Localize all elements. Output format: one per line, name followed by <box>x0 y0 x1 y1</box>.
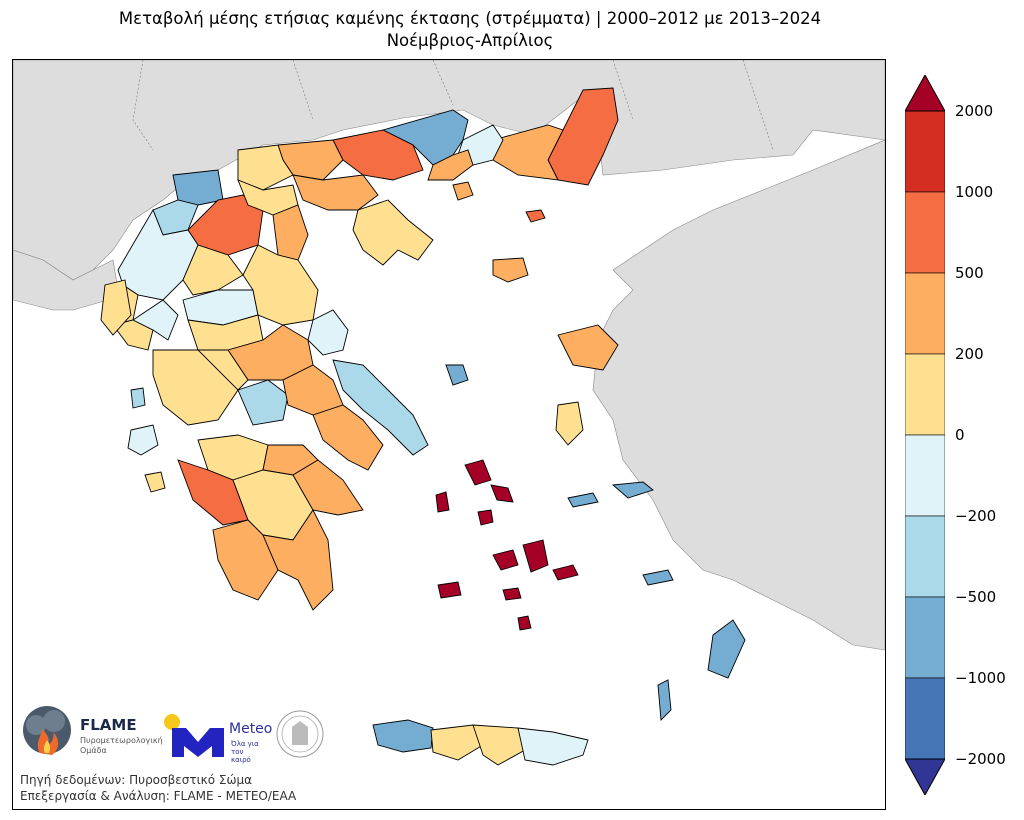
colorbar-bin-5 <box>905 515 945 598</box>
colorbar-bin-3 <box>905 353 945 436</box>
region-lakonia[interactable] <box>262 509 334 611</box>
region-drama[interactable] <box>381 109 469 166</box>
region-amorgos[interactable] <box>552 564 579 581</box>
region-pieria[interactable] <box>272 204 309 261</box>
region-zakynthos[interactable] <box>144 471 166 493</box>
colorbar-bin-1 <box>905 191 945 274</box>
region-ikaria[interactable] <box>567 492 599 508</box>
region-lemnos[interactable] <box>492 257 529 283</box>
neighbour-turkey <box>592 139 885 651</box>
flame-logo-name: FLAME <box>80 716 137 734</box>
region-irakleio[interactable] <box>472 724 526 766</box>
region-thessaloniki[interactable] <box>292 174 379 211</box>
region-serres[interactable] <box>332 129 424 181</box>
region-rethymno[interactable] <box>430 724 484 761</box>
colorbar-boxes <box>905 110 945 760</box>
region-naxos[interactable] <box>522 539 549 573</box>
region-thira[interactable] <box>517 615 532 631</box>
colorbar-tick-label: −2000 <box>955 750 1006 768</box>
regional-units <box>100 87 746 766</box>
eaa-seal-icon <box>276 710 324 758</box>
region-samos[interactable] <box>611 481 654 499</box>
logo-strip <box>23 706 324 758</box>
region-syros[interactable] <box>477 509 494 526</box>
region-paros[interactable] <box>492 549 519 571</box>
region-skyros[interactable] <box>445 364 469 386</box>
region-ios[interactable] <box>502 587 522 601</box>
colorbar-tick-label: 200 <box>955 345 984 363</box>
map-title: Μεταβολή μέσης ετήσιας καμένης έκτασης (… <box>0 8 940 52</box>
region-preveza[interactable] <box>112 319 154 351</box>
colorbar-tick-label: 500 <box>955 264 984 282</box>
region-kefalonia[interactable] <box>127 424 159 456</box>
colorbar-bin-7 <box>905 677 945 760</box>
meteo-logo-subtitle: Όλα για τον καιρό <box>231 740 259 764</box>
neighbour-borders <box>132 60 774 151</box>
region-larisa[interactable] <box>242 244 319 326</box>
region-samothraki[interactable] <box>525 209 546 223</box>
colorbar-bin-0 <box>905 110 945 193</box>
region-attiki[interactable] <box>312 404 384 471</box>
colorbar-tick-label: −200 <box>955 507 997 525</box>
region-chania[interactable] <box>372 719 434 753</box>
region-evros[interactable] <box>547 87 619 186</box>
region-rodopi[interactable] <box>492 124 564 181</box>
region-evrytania[interactable] <box>196 349 249 391</box>
source-line-2: Επεξεργασία & Ανάλυση: FLAME - METEO/EAA <box>20 789 297 803</box>
region-magnesia[interactable] <box>307 309 349 356</box>
region-rodos[interactable] <box>707 619 746 679</box>
region-kos[interactable] <box>642 569 674 586</box>
region-kerkyra[interactable] <box>100 279 132 336</box>
region-evia[interactable] <box>332 359 429 456</box>
colorbar-over-triangle <box>905 75 945 112</box>
colorbar-bin-4 <box>905 434 945 517</box>
region-andros[interactable] <box>464 459 492 486</box>
region-milos[interactable] <box>437 581 462 599</box>
title-line-1: Μεταβολή μέσης ετήσιας καμένης έκτασης (… <box>118 9 822 28</box>
region-lasithi[interactable] <box>517 727 589 766</box>
title-line-2: Νοέμβριος-Απρίλιος <box>386 31 554 50</box>
region-tinos[interactable] <box>490 484 514 503</box>
region-fokida[interactable] <box>237 379 289 426</box>
colorbar-bin-6 <box>905 596 945 679</box>
neighbour-north <box>13 60 885 281</box>
flame-logo-icon <box>23 706 71 755</box>
region-arta[interactable] <box>132 299 179 341</box>
region-chalkidiki[interactable] <box>352 199 434 266</box>
map-panel[interactable] <box>12 59 886 810</box>
region-karpathos[interactable] <box>657 679 672 722</box>
greece-map <box>13 60 885 766</box>
colorbar-tick-label: −500 <box>955 588 997 606</box>
colorbar-tick-label: 2000 <box>955 102 994 120</box>
colorbar <box>905 75 945 795</box>
region-chios[interactable] <box>555 401 584 446</box>
meteo-logo-icon <box>164 714 224 757</box>
colorbar-tick-label: −1000 <box>955 669 1006 687</box>
colorbar-tick-label: 1000 <box>955 183 994 201</box>
source-credits: Πηγή δεδομένων: Πυροσβεστικό Σώμα Επεξερ… <box>20 772 296 804</box>
region-messinia[interactable] <box>212 519 279 601</box>
region-lesvos[interactable] <box>557 324 619 371</box>
source-line-1: Πηγή δεδομένων: Πυροσβεστικό Σώμα <box>20 773 253 787</box>
colorbar-under-triangle <box>905 758 945 795</box>
region-florina[interactable] <box>172 169 224 206</box>
region-kea[interactable] <box>435 491 450 513</box>
region-fthiotida[interactable] <box>227 324 314 381</box>
region-thasos[interactable] <box>452 181 474 201</box>
region-lefkada[interactable] <box>130 387 146 409</box>
flame-logo-subtitle: Πυρομετεωρολογική Ομάδα <box>80 736 163 755</box>
region-kavala[interactable] <box>427 149 474 181</box>
colorbar-tick-label: 0 <box>955 426 965 444</box>
colorbar-bin-2 <box>905 272 945 355</box>
meteo-logo-name: Meteo <box>229 721 273 737</box>
